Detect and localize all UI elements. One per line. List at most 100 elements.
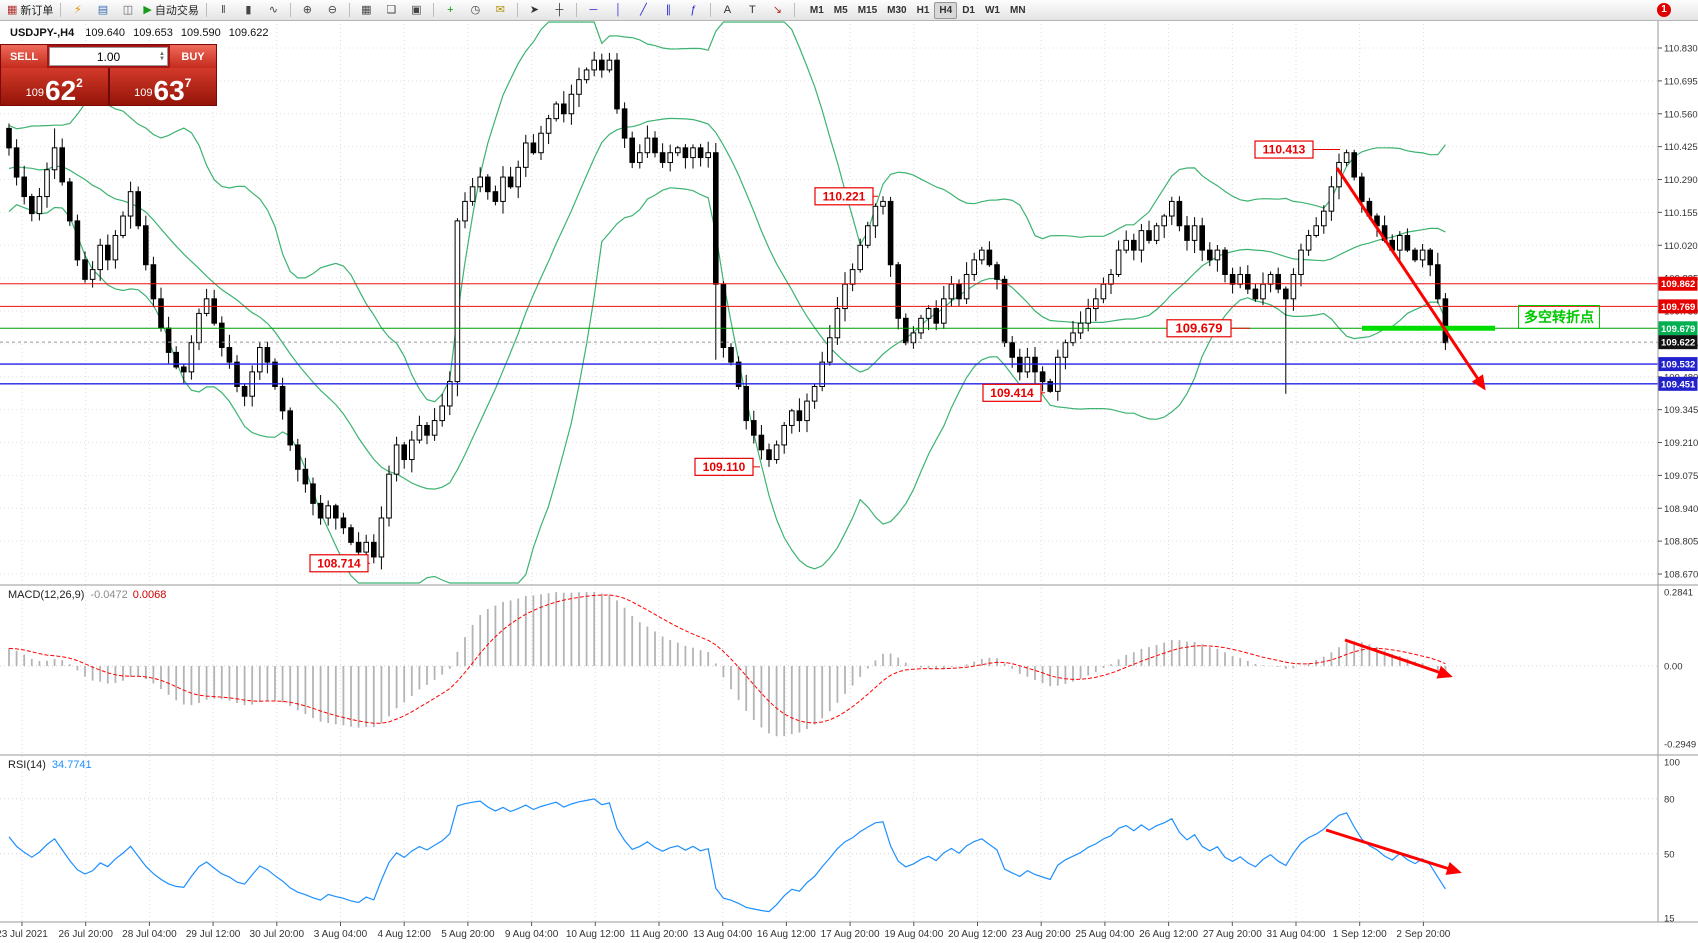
toolbar-separator xyxy=(709,3,711,17)
rsi-value: 34.7741 xyxy=(51,759,92,771)
tile-windows-icon: ▦ xyxy=(361,3,372,16)
bar-chart-button[interactable]: ‖ xyxy=(211,1,236,20)
svg-text:-0.2949: -0.2949 xyxy=(1664,740,1696,751)
arrange-windows-button[interactable]: ▣ xyxy=(404,1,429,20)
lightning-icon: ⚡ xyxy=(74,3,82,16)
toolbar-separator xyxy=(289,3,291,17)
label-button[interactable]: T xyxy=(740,1,765,20)
vline-icon: │ xyxy=(614,3,622,16)
volume-input[interactable]: 1.00 ▲ ▼ xyxy=(49,47,168,66)
quote-open: 109.640 xyxy=(85,27,126,39)
bar-chart-icon: ‖ xyxy=(221,3,226,16)
cascade-windows-icon: ❏ xyxy=(386,3,397,16)
notification-badge[interactable]: 1 xyxy=(1657,3,1671,17)
chart-window-button[interactable]: ◫ xyxy=(115,1,140,20)
fibonacci-button[interactable]: ƒ xyxy=(681,1,706,20)
svg-text:109.769: 109.769 xyxy=(1661,302,1695,313)
svg-text:23 Aug 20:00: 23 Aug 20:00 xyxy=(1012,929,1071,940)
autotrade-play-button[interactable]: ▶ 自动交易 xyxy=(140,1,201,20)
buy-button[interactable]: BUY xyxy=(170,45,216,68)
svg-text:109.622: 109.622 xyxy=(1661,338,1695,349)
svg-text:109.451: 109.451 xyxy=(1661,379,1696,390)
one-click-trading-panel: SELL 1.00 ▲ ▼ BUY 109 62 2 109 63 7 xyxy=(0,44,217,106)
fibonacci-icon: ƒ xyxy=(690,3,697,16)
candle-chart-button[interactable]: ▮ xyxy=(236,1,261,20)
svg-text:5 Aug 20:00: 5 Aug 20:00 xyxy=(441,929,495,940)
channel-button[interactable]: ∥ xyxy=(656,1,681,20)
line-chart-button[interactable]: ∿ xyxy=(261,1,286,20)
hline-icon: ─ xyxy=(589,3,598,16)
trendline-icon: ╱ xyxy=(640,3,647,16)
zoom-in-button[interactable]: ⊕ xyxy=(295,1,320,20)
timeframe-button-h1[interactable]: H1 xyxy=(916,4,930,16)
svg-text:109.110: 109.110 xyxy=(703,460,746,474)
trendline-button[interactable]: ╱ xyxy=(631,1,656,20)
quote-info: USDJPY-,H4 109.640 109.653 109.590 109.6… xyxy=(10,27,274,39)
ask-sup: 7 xyxy=(184,76,192,90)
svg-text:11 Aug 20:00: 11 Aug 20:00 xyxy=(630,929,689,940)
svg-text:26 Aug 12:00: 26 Aug 12:00 xyxy=(1139,929,1198,940)
sell-button[interactable]: SELL xyxy=(1,45,47,68)
add-indicator-icon: + xyxy=(447,3,454,16)
toolbar-separator xyxy=(205,3,207,17)
timeframe-button-h4[interactable]: H4 xyxy=(934,1,958,19)
horizontal-lines xyxy=(0,283,1658,385)
toolbar-separator xyxy=(575,3,577,17)
svg-text:109.210: 109.210 xyxy=(1664,438,1698,449)
text-button[interactable]: A xyxy=(715,1,740,20)
timeframe-button-m5[interactable]: M5 xyxy=(833,4,848,16)
ask-price-button[interactable]: 109 63 7 xyxy=(109,68,216,105)
price-axis-tags: 109.862 109.769 109.679 109.622 109.532 109.4… xyxy=(1658,276,1698,391)
mail-button[interactable]: ✉ xyxy=(488,1,513,20)
svg-text:0.00: 0.00 xyxy=(1664,662,1683,673)
lightning-button[interactable]: ⚡ xyxy=(65,1,90,20)
macd-signal-value: 0.0068 xyxy=(132,589,167,601)
add-indicator-button[interactable]: + xyxy=(438,1,463,20)
svg-text:109.532: 109.532 xyxy=(1661,360,1695,371)
zoom-out-button[interactable]: ⊖ xyxy=(320,1,345,20)
zoom-out-icon: ⊖ xyxy=(327,3,337,16)
shapes-button[interactable]: ↘ xyxy=(765,1,790,20)
svg-text:109.679: 109.679 xyxy=(1661,324,1695,335)
crosshair-button[interactable]: ┼ xyxy=(547,1,572,20)
timeframe-button-d1[interactable]: D1 xyxy=(962,4,975,16)
arrange-windows-icon: ▣ xyxy=(411,3,422,16)
svg-text:109.345: 109.345 xyxy=(1664,405,1698,416)
bid-price-button[interactable]: 109 62 2 xyxy=(1,68,110,105)
macd-name: MACD(12,26,9) xyxy=(8,589,85,601)
svg-text:10 Aug 12:00: 10 Aug 12:00 xyxy=(566,929,625,940)
tile-windows-button[interactable]: ▦ xyxy=(354,1,379,20)
svg-text:28 Jul 04:00: 28 Jul 04:00 xyxy=(122,929,177,940)
cursor-button[interactable]: ➤ xyxy=(522,1,547,20)
grid xyxy=(0,20,1658,922)
hline-button[interactable]: ─ xyxy=(581,1,606,20)
svg-text:110.155: 110.155 xyxy=(1664,208,1698,219)
svg-text:80: 80 xyxy=(1664,795,1675,806)
trade-panel-prices: 109 62 2 109 63 7 xyxy=(1,68,216,105)
new-order-button[interactable]: ▦ 新订单 xyxy=(4,1,56,20)
timeframe-button-m1[interactable]: M1 xyxy=(809,4,824,16)
rsi-name: RSI(14) xyxy=(8,759,46,771)
cascade-windows-button[interactable]: ❏ xyxy=(379,1,404,20)
svg-text:16 Aug 12:00: 16 Aug 12:00 xyxy=(757,929,816,940)
timeframe-button-w1[interactable]: W1 xyxy=(984,4,1000,16)
svg-text:19 Aug 04:00: 19 Aug 04:00 xyxy=(884,929,943,940)
timeframe-button-m30[interactable]: M30 xyxy=(887,4,907,16)
label-icon: T xyxy=(749,3,756,16)
timeframe-button-mn[interactable]: MN xyxy=(1009,4,1026,16)
ask-prefix: 109 xyxy=(134,87,153,99)
autotrade-play-label: 自动交易 xyxy=(154,5,199,17)
quote-close: 109.622 xyxy=(228,27,269,39)
price-callouts: 110.413 110.221 109.679 109.414 109.110 108.7… xyxy=(309,140,1340,573)
volume-spinner-icon[interactable]: ▲ ▼ xyxy=(159,50,165,62)
period-button[interactable]: ◷ xyxy=(463,1,488,20)
symbol-period: USDJPY-,H4 xyxy=(10,27,75,39)
vline-button[interactable]: │ xyxy=(606,1,631,20)
timeframe-button-m15[interactable]: M15 xyxy=(857,4,878,16)
svg-text:108.940: 108.940 xyxy=(1664,504,1698,515)
rsi-panel xyxy=(0,798,1658,913)
terminal-button[interactable]: ▤ xyxy=(90,1,115,20)
